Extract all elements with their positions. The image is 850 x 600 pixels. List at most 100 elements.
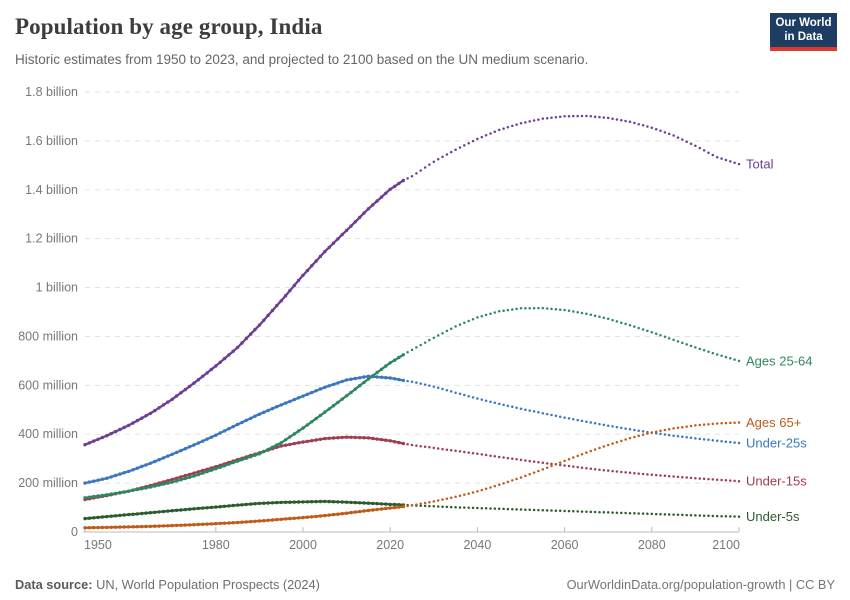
series-projection-dot (463, 506, 466, 509)
series-projection-dot (659, 512, 662, 516)
series-marker (144, 511, 148, 515)
x-axis-tick-label: 2020 (376, 538, 404, 552)
series-marker (87, 480, 92, 484)
series-marker (170, 477, 174, 482)
series-marker (240, 457, 244, 462)
series-marker (388, 361, 392, 365)
series-marker (166, 479, 170, 483)
series-projection-dot (641, 430, 645, 433)
series-marker (275, 303, 279, 308)
series-projection-dot (572, 465, 575, 468)
series-projection-dot (724, 158, 728, 162)
series-marker (249, 519, 253, 524)
series-label-Under-25s[interactable]: Under-25s (746, 436, 807, 451)
series-projection-dot (685, 436, 688, 439)
series-projection-dot (580, 114, 584, 118)
owid-url-license[interactable]: OurWorldinData.org/population-growth | C… (566, 577, 835, 592)
series-projection-dot (580, 510, 584, 513)
series-marker (253, 414, 257, 418)
series-projection-dot (545, 307, 549, 310)
series-projection-dot (493, 401, 497, 405)
series-projection-dot (502, 456, 505, 459)
series-marker (379, 437, 384, 442)
series-projection-dot (720, 478, 723, 482)
series-marker (362, 211, 366, 215)
series-label-Under-15s[interactable]: Under-15s (746, 474, 807, 489)
series-projection-dot (729, 421, 732, 425)
series-marker (384, 376, 388, 380)
series-projection-dot (515, 307, 518, 311)
series-projection-dot (659, 474, 662, 477)
series-marker (296, 500, 301, 504)
series-projection-dot (646, 432, 649, 435)
series-projection-dot (737, 359, 741, 363)
series-marker (288, 500, 292, 504)
series-label-Under-5s[interactable]: Under-5s (746, 509, 800, 524)
series-marker (214, 364, 218, 368)
series-projection-dot (550, 462, 553, 466)
series-marker (166, 509, 170, 513)
series-projection-dot (737, 479, 741, 483)
series-marker (209, 367, 214, 372)
series-marker (170, 523, 174, 528)
series-marker (196, 522, 201, 527)
series-projection-dot (493, 484, 497, 488)
series-marker (100, 525, 105, 530)
series-marker (135, 525, 139, 529)
series-label-Ages 25-64[interactable]: Ages 25-64 (746, 353, 813, 368)
series-marker (301, 500, 305, 504)
series-projection-dot (729, 479, 732, 482)
series-marker (92, 439, 96, 443)
series-marker (288, 435, 292, 439)
series-projection-dot (458, 450, 462, 453)
series-marker (235, 422, 240, 427)
series-projection-dot (698, 347, 702, 351)
series-marker (183, 476, 187, 481)
series-projection-dot (441, 387, 444, 391)
series-projection-dot (654, 332, 658, 336)
series-marker (187, 472, 192, 477)
series-projection-dot (484, 507, 488, 510)
series-projection-dot (694, 424, 697, 427)
series-projection-dot (432, 160, 436, 163)
series-projection-dot (454, 449, 457, 453)
series-projection-dot (676, 475, 680, 479)
series-marker (314, 259, 318, 263)
series-marker (296, 278, 301, 283)
series-projection-dot (681, 475, 684, 479)
series-projection-dot (667, 337, 671, 340)
series-projection-dot (545, 466, 549, 469)
series-label-Ages 65+[interactable]: Ages 65+ (746, 415, 801, 430)
series-marker (305, 515, 310, 519)
series-marker (240, 341, 244, 345)
series-marker (209, 468, 214, 472)
series-projection-dot (737, 162, 741, 166)
series-marker (187, 384, 192, 389)
series-marker (275, 517, 279, 522)
series-marker (205, 437, 209, 441)
series-label-Total[interactable]: Total (746, 157, 774, 172)
series-marker (283, 517, 288, 521)
series-marker (83, 526, 87, 530)
series-projection-dot (606, 511, 610, 514)
series-projection-dot (585, 312, 588, 315)
series-projection-dot (676, 340, 680, 343)
series-projection-dot (711, 439, 715, 442)
series-projection-dot (497, 483, 501, 487)
series-projection-dot (428, 446, 431, 449)
series-projection-dot (489, 400, 492, 404)
series-projection-dot (497, 507, 501, 511)
series-projection-dot (620, 119, 623, 122)
series-projection-dot (410, 380, 414, 383)
series-marker (283, 438, 288, 442)
x-axis-tick-label: 2080 (638, 538, 666, 552)
series-projection-dot (628, 120, 632, 124)
series-marker (179, 523, 183, 527)
series-marker (100, 477, 105, 481)
series-marker (384, 506, 388, 511)
owid-logo[interactable]: Our World in Data (770, 13, 837, 51)
series-marker (126, 525, 131, 529)
series-projection-dot (715, 478, 719, 481)
series-projection-dot (454, 148, 457, 151)
series-marker (384, 191, 388, 195)
